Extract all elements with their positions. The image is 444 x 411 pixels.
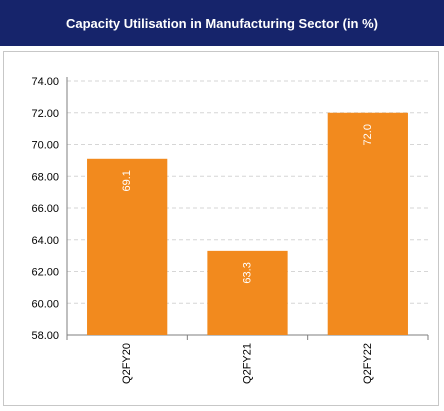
data-label: 72.0 [362, 124, 374, 145]
bar [327, 112, 408, 335]
y-tick-label: 58.00 [31, 330, 59, 342]
bar [207, 250, 288, 335]
chart-header: Capacity Utilisation in Manufacturing Se… [0, 0, 444, 46]
y-tick-label: 72.00 [31, 108, 59, 120]
chart-title: Capacity Utilisation in Manufacturing Se… [65, 15, 379, 31]
x-tick-label: Q2FY22 [362, 343, 374, 384]
x-tick-label: Q2FY21 [242, 343, 254, 384]
y-tick-label: 60.00 [31, 298, 59, 310]
y-tick-label: 64.00 [31, 235, 59, 247]
y-tick-label: 70.00 [31, 140, 59, 152]
data-label: 69.1 [121, 170, 133, 191]
y-tick-label: 66.00 [31, 203, 59, 215]
bar [87, 158, 168, 335]
y-tick-label: 62.00 [31, 267, 59, 279]
y-tick-label: 74.00 [31, 76, 59, 88]
x-tick-label: Q2FY20 [121, 343, 133, 384]
data-label: 63.3 [242, 262, 254, 283]
y-tick-label: 68.00 [31, 171, 59, 183]
chart-frame [3, 51, 439, 406]
